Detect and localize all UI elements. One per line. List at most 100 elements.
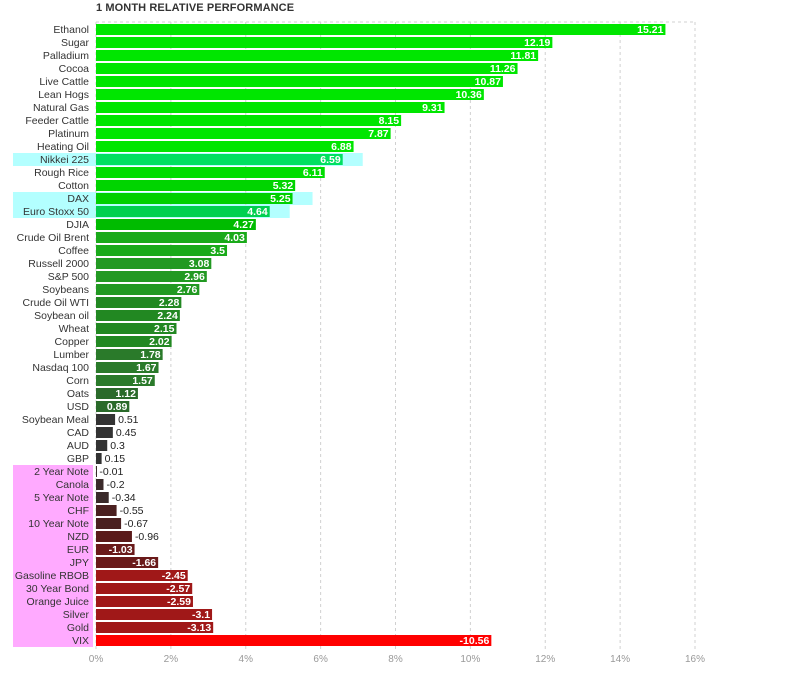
category-label-gbp: GBP [67, 453, 89, 465]
value-label-5-year-note: -0.34 [112, 492, 136, 504]
category-label-copper: Copper [55, 336, 90, 348]
value-label-nasdaq-100: 1.67 [136, 362, 157, 374]
category-label-crude-oil-brent: Crude Oil Brent [17, 232, 89, 244]
value-label-gold: -3.13 [187, 622, 211, 634]
bar-dax [96, 193, 293, 204]
value-label-palladium: 11.81 [510, 50, 536, 62]
bar-silver [96, 609, 213, 620]
bar-sandp-500 [96, 271, 207, 282]
bar-lumber [96, 349, 163, 360]
category-label-sandp-500: S&P 500 [48, 271, 89, 283]
highlight-gold [13, 621, 93, 634]
bar-chf [96, 505, 117, 516]
category-label-crude-oil-wti: Crude Oil WTI [22, 297, 89, 309]
value-label-coffee: 3.5 [210, 245, 225, 257]
value-label-aud: 0.3 [110, 440, 125, 452]
value-label-oats: 1.12 [115, 388, 136, 400]
value-label-gasoline-rbob: -2.45 [162, 570, 186, 582]
bar-nasdaq-100 [96, 362, 159, 373]
highlight-30-year-bond [13, 582, 93, 595]
category-label-vix: VIX [72, 635, 89, 647]
value-label-10-year-note: -0.67 [124, 518, 148, 530]
highlight-orange-juice [13, 595, 93, 608]
category-label-jpy: JPY [70, 557, 89, 569]
bar-jpy [96, 557, 159, 568]
value-label-euro-stoxx-50: 4.64 [247, 206, 268, 218]
value-label-silver: -3.1 [192, 609, 210, 621]
category-label-coffee: Coffee [58, 245, 89, 257]
category-label-palladium: Palladium [43, 50, 89, 62]
bar-vix [96, 635, 492, 646]
value-label-sugar: 12.19 [524, 37, 550, 49]
bar-usd [96, 401, 130, 412]
bar-heating-oil [96, 141, 354, 152]
category-label-chf: CHF [67, 505, 89, 517]
category-label-canola: Canola [56, 479, 89, 491]
bar-rough-rice [96, 167, 325, 178]
category-label-gold: Gold [67, 622, 89, 634]
bar-ethanol [96, 24, 666, 35]
bar-cad [96, 427, 113, 438]
category-label-djia: DJIA [66, 219, 89, 231]
value-label-chf: -0.55 [120, 505, 144, 517]
bar-nikkei-225 [96, 154, 343, 165]
bar-natural-gas [96, 102, 445, 113]
category-label-usd: USD [67, 401, 90, 413]
value-label-orange-juice: -2.59 [167, 596, 191, 608]
category-label-corn: Corn [66, 375, 89, 387]
value-label-russell-2000: 3.08 [189, 258, 210, 270]
bar-soybean-meal [96, 414, 116, 425]
value-label-lean-hogs: 10.36 [456, 89, 482, 101]
x-tick-label: 2% [164, 654, 179, 665]
value-label-lumber: 1.78 [140, 349, 161, 361]
bar-coffee [96, 245, 228, 256]
category-label-soybean-meal: Soybean Meal [22, 414, 89, 426]
value-label-eur: -1.03 [109, 544, 133, 556]
bar-russell-2000 [96, 258, 212, 269]
highlight-5-year-note [13, 491, 93, 504]
value-label-dax: 5.25 [270, 193, 291, 205]
value-label-nikkei-225: 6.59 [320, 154, 341, 166]
highlight-eur [13, 543, 93, 556]
bar-crude-oil-brent [96, 232, 247, 243]
x-tick-label: 4% [239, 654, 254, 665]
bar-gbp [96, 453, 102, 464]
bar-gasoline-rbob [96, 570, 188, 581]
bar-nzd [96, 531, 132, 542]
highlight-canola [13, 478, 93, 491]
value-label-platinum: 7.87 [368, 128, 389, 140]
category-label-soybean-oil: Soybean oil [34, 310, 89, 322]
value-label-canola: -0.2 [106, 479, 124, 491]
bar-soybeans [96, 284, 200, 295]
x-tick-label: 16% [685, 654, 705, 665]
bar-orange-juice [96, 596, 193, 607]
bar-corn [96, 375, 155, 386]
bar-gold [96, 622, 214, 633]
bar-feeder-cattle [96, 115, 402, 126]
value-label-sandp-500: 2.96 [184, 271, 205, 283]
chart-title: 1 MONTH RELATIVE PERFORMANCE [96, 2, 295, 14]
category-label-oats: Oats [67, 388, 89, 400]
category-label-heating-oil: Heating Oil [37, 141, 89, 153]
category-label-aud: AUD [67, 440, 90, 452]
category-label-platinum: Platinum [48, 128, 89, 140]
value-label-rough-rice: 6.11 [303, 167, 323, 179]
category-label-cocoa: Cocoa [59, 63, 90, 75]
category-label-rough-rice: Rough Rice [34, 167, 89, 179]
value-label-vix: -10.56 [460, 635, 490, 647]
value-label-nzd: -0.96 [135, 531, 159, 543]
category-label-nzd: NZD [67, 531, 89, 543]
x-tick-label: 0% [89, 654, 104, 665]
value-label-wheat: 2.15 [154, 323, 175, 335]
value-label-cad: 0.45 [116, 427, 137, 439]
value-label-djia: 4.27 [233, 219, 254, 231]
category-label-wheat: Wheat [59, 323, 89, 335]
value-label-crude-oil-wti: 2.28 [159, 297, 180, 309]
highlight-chf [13, 504, 93, 517]
highlight-10-year-note [13, 517, 93, 530]
value-label-2-year-note: -0.01 [99, 466, 123, 478]
category-label-cad: CAD [67, 427, 90, 439]
category-label-2-year-note: 2 Year Note [34, 466, 89, 478]
bar-aud [96, 440, 108, 451]
